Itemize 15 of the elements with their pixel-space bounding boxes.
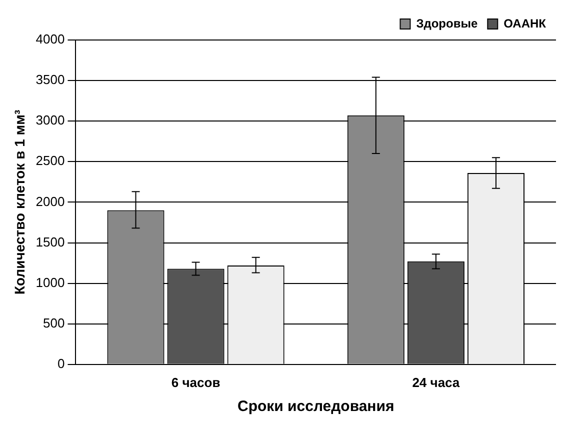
y-tick-label: 3000 (36, 112, 65, 128)
x-axis-title: Сроки исследования (238, 398, 394, 416)
legend-label: ОААНК (504, 16, 547, 30)
y-tick-label: 4000 (36, 32, 65, 47)
y-tick-label: 3500 (36, 72, 65, 88)
y-tick-label: 1000 (36, 274, 65, 290)
y-tick-label: 500 (43, 315, 65, 330)
y-tick-label: 2000 (36, 194, 65, 209)
x-tick-label: 6 часов (171, 374, 220, 390)
legend-label: Здоровые (416, 16, 478, 30)
x-tick-label: 24 часа (412, 374, 460, 390)
y-tick-label: 1500 (36, 234, 65, 250)
y-tick-label: 0 (57, 356, 65, 371)
y-axis-title: Количество клеток в 1 мм³ (11, 110, 28, 295)
y-tick-label: 2500 (36, 153, 65, 168)
